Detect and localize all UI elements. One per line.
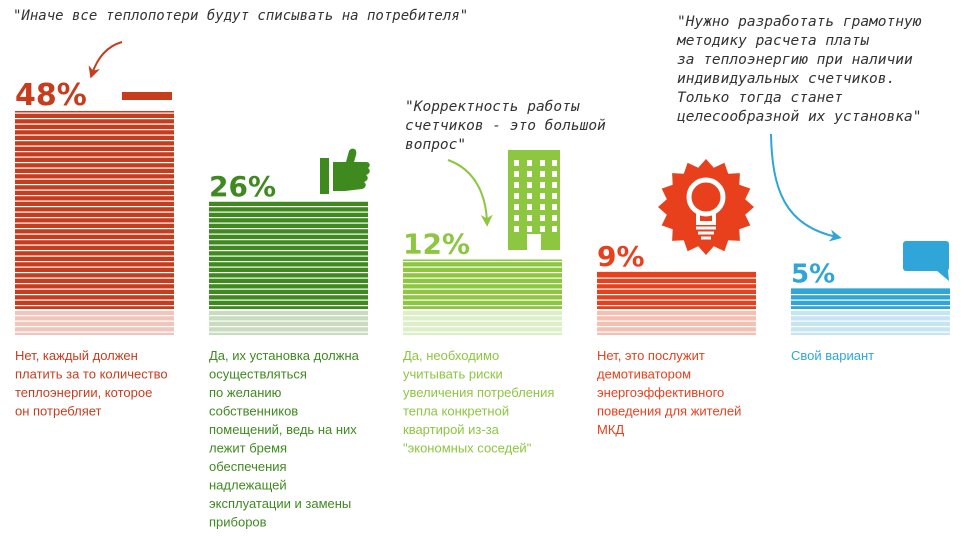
building-icon: [508, 150, 560, 250]
bar-stripes: [597, 277, 756, 307]
category-label-line: учитывать риски: [403, 367, 503, 382]
category-label: Да, необходимо учитывать риски увеличения …: [403, 348, 554, 456]
category-label-line: МКД: [597, 422, 624, 437]
quote-3-line: методику расчета платы: [676, 33, 869, 49]
category-label-line: демотиватором: [597, 367, 691, 382]
category-label-line: эксплуатации и замены: [209, 496, 351, 511]
bar-reflection: [791, 311, 950, 335]
value-label: 5%: [791, 259, 835, 289]
quote-1: "Иначе все теплопотери будут списывать н…: [13, 8, 468, 24]
category-label: Нет, это послужит демотиватором энергоэффе…: [597, 348, 741, 437]
value-label: 9%: [597, 240, 645, 273]
category-label-line: "экономных соседей": [403, 441, 532, 456]
value-label: 48%: [15, 78, 87, 113]
category-label-line: Нет, каждый должен: [15, 348, 138, 363]
bar-group: 5% Свой вариант: [791, 259, 950, 363]
bar-stripes: [15, 112, 174, 307]
light-bulb-icon: [658, 159, 754, 255]
svg-text:"Иначе все теплопотери будут с: "Иначе все теплопотери будут списывать н…: [13, 8, 468, 24]
category-label-line: надлежащей: [209, 478, 287, 493]
bar-reflection: [209, 311, 368, 335]
category-label-line: тепла конкретной: [403, 404, 509, 419]
category-label-line: Да, их установка должна: [209, 348, 360, 363]
quote-1-line: "Иначе все теплопотери будут списывать н…: [13, 8, 468, 24]
quote-2-line: счетчиков - это большой: [405, 118, 606, 134]
quote-3-line: целесообразной их установка": [677, 109, 921, 125]
svg-text:"Корректность работы сче: "Корректность работы счетчиков - это бол…: [405, 99, 615, 153]
minus-bar-icon: [122, 92, 172, 100]
bar-group: 12% Да, необходимо учитывать риски увеличен…: [403, 228, 562, 456]
bar-group: 9% Нет, это послужит демотиватором энергоэф…: [597, 240, 756, 437]
quote-2-line: вопрос": [405, 137, 466, 153]
bar-group: 48% Нет, каждый должен платить за то колич…: [15, 78, 174, 419]
category-label: Нет, каждый должен платить за то количест…: [15, 348, 168, 419]
category-label-line: лежит бремя: [209, 441, 287, 456]
quote-arrow-2: [447, 159, 493, 227]
category-label-line: Да, необходимо: [403, 348, 499, 363]
category-label-line: теплоэнергии, которое: [15, 385, 152, 400]
bar: [597, 271, 756, 309]
category-label-line: поведения для жителей: [597, 404, 741, 419]
quote-arrow-1: [88, 41, 123, 79]
category-label-line: платить за то количество: [15, 367, 168, 382]
value-label: 12%: [403, 228, 470, 261]
category-label-line: Свой вариант: [791, 348, 874, 363]
category-label: Свой вариант: [791, 348, 874, 363]
bar: [403, 259, 562, 309]
bar-stripes: [791, 294, 950, 307]
quote-3-line: за теплоэнергию при наличии: [677, 52, 913, 68]
svg-text:"Нужно разработать грамотную: "Нужно разработать грамотную методику ра…: [676, 14, 930, 125]
bar-group: 26% Да, их установка должна осуществляться…: [209, 170, 368, 530]
quote-arrow-3: [770, 133, 842, 242]
bar: [209, 201, 368, 309]
bar-stripes: [209, 206, 368, 307]
value-label: 26%: [209, 170, 276, 203]
thumbs-up-icon: [320, 148, 370, 194]
bar-reflection: [15, 311, 174, 335]
category-label-line: Нет, это послужит: [597, 348, 705, 363]
category-label-line: приборов: [209, 515, 267, 530]
category-label-line: увеличения потребления: [403, 385, 554, 400]
category-label-line: обеспечения: [209, 459, 287, 474]
quote-3: "Нужно разработать грамотную методику ра…: [676, 14, 930, 125]
category-label-line: собственников: [209, 404, 298, 419]
category-label-line: энергоэффективного: [597, 385, 724, 400]
category-label: Да, их установка должна осуществляться по …: [209, 348, 360, 530]
bar: [15, 111, 174, 309]
category-label-line: помещений, ведь на них: [209, 422, 357, 437]
quote-2-line: "Корректность работы: [405, 99, 580, 115]
quote-3-line: индивидуальных счетчиков.: [677, 71, 895, 87]
quote-3-line: "Нужно разработать грамотную: [677, 14, 922, 30]
category-label-line: он потребляет: [15, 404, 102, 419]
quote-3-line: Только тогда станет: [677, 90, 843, 106]
speech-bubble-icon: [903, 241, 949, 281]
category-label-line: осуществляться: [209, 367, 307, 382]
bar: [791, 288, 950, 309]
quote-2: "Корректность работы счетчиков - это бол…: [405, 99, 615, 153]
bar-reflection: [403, 311, 562, 335]
category-label-line: по желанию: [209, 385, 282, 400]
bar-reflection: [597, 311, 756, 335]
bar-stripes: [403, 261, 562, 307]
category-label-line: квартирой из-за: [403, 422, 500, 437]
